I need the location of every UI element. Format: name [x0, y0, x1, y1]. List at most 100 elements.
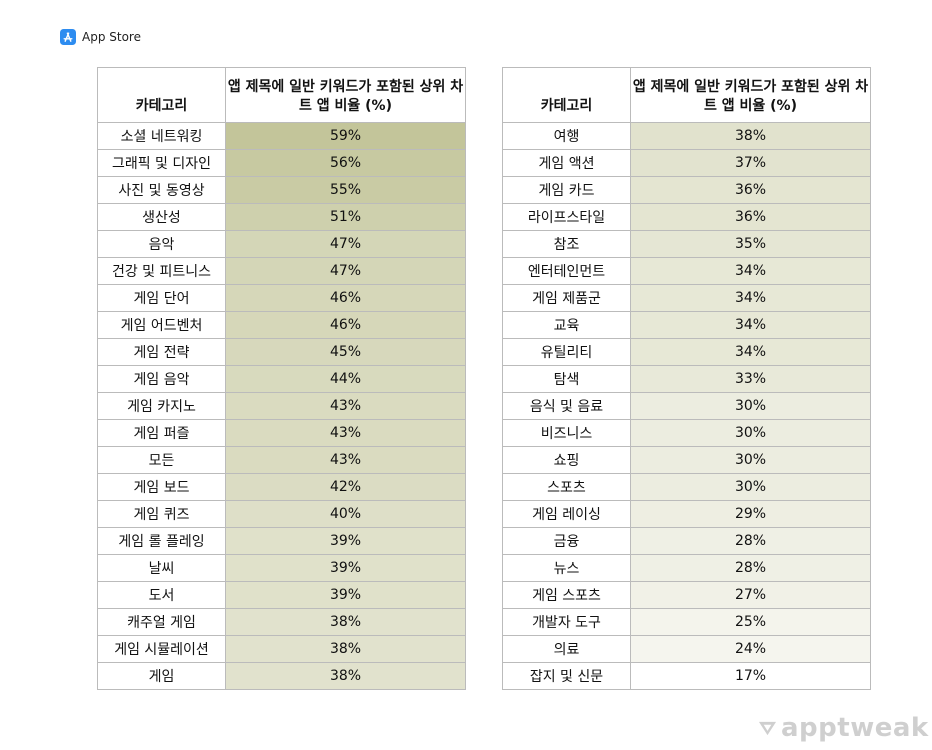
category-cell: 잡지 및 신문 — [502, 662, 631, 690]
table-row: 소셜 네트워킹 59% — [97, 122, 466, 150]
category-cell: 게임 롤 플레잉 — [97, 527, 226, 555]
percentage-cell: 38% — [225, 608, 466, 636]
table-row: 게임 시뮬레이션 38% — [97, 635, 466, 663]
category-cell: 개발자 도구 — [502, 608, 631, 636]
category-cell: 음악 — [97, 230, 226, 258]
table-row: 게임 스포츠 27% — [502, 581, 871, 609]
table-row: 그래픽 및 디자인 56% — [97, 149, 466, 177]
category-cell: 유틸리티 — [502, 338, 631, 366]
column-header-category: 카테고리 — [97, 67, 226, 123]
percentage-cell: 55% — [225, 176, 466, 204]
percentage-cell: 27% — [630, 581, 871, 609]
table-row: 날씨 39% — [97, 554, 466, 582]
table-row: 개발자 도구 25% — [502, 608, 871, 636]
percentage-cell: 56% — [225, 149, 466, 177]
category-cell: 뉴스 — [502, 554, 631, 582]
category-cell: 날씨 — [97, 554, 226, 582]
table-row: 탐색 33% — [502, 365, 871, 393]
table-row: 게임 제품군 34% — [502, 284, 871, 312]
category-cell: 탐색 — [502, 365, 631, 393]
table-row: 잡지 및 신문 17% — [502, 662, 871, 690]
category-cell: 라이프스타일 — [502, 203, 631, 231]
table-row: 교육 34% — [502, 311, 871, 339]
category-cell: 게임 카지노 — [97, 392, 226, 420]
percentage-cell: 44% — [225, 365, 466, 393]
category-cell: 생산성 — [97, 203, 226, 231]
table-row: 게임 퍼즐 43% — [97, 419, 466, 447]
table-row: 게임 단어 46% — [97, 284, 466, 312]
category-cell: 게임 전략 — [97, 338, 226, 366]
category-cell: 그래픽 및 디자인 — [97, 149, 226, 177]
table-row: 게임 음악 44% — [97, 365, 466, 393]
percentage-cell: 47% — [225, 257, 466, 285]
table-row: 게임 액션 37% — [502, 149, 871, 177]
table-row: 유틸리티 34% — [502, 338, 871, 366]
table-row: 비즈니스 30% — [502, 419, 871, 447]
table-row: 사진 및 동영상 55% — [97, 176, 466, 204]
table-row: 게임 롤 플레잉 39% — [97, 527, 466, 555]
percentage-cell: 47% — [225, 230, 466, 258]
percentage-cell: 29% — [630, 500, 871, 528]
column-header-percentage: 앱 제목에 일반 키워드가 포함된 상위 차트 앱 비율 (%) — [630, 67, 871, 123]
category-cell: 게임 — [97, 662, 226, 690]
category-cell: 소셜 네트워킹 — [97, 122, 226, 150]
app-store-label: App Store — [82, 30, 141, 44]
percentage-cell: 46% — [225, 311, 466, 339]
percentage-cell: 38% — [225, 662, 466, 690]
category-cell: 캐주얼 게임 — [97, 608, 226, 636]
percentage-cell: 17% — [630, 662, 871, 690]
percentage-cell: 34% — [630, 338, 871, 366]
percentage-cell: 40% — [225, 500, 466, 528]
column-header-percentage: 앱 제목에 일반 키워드가 포함된 상위 차트 앱 비율 (%) — [225, 67, 466, 123]
apptweak-logo: apptweak — [758, 715, 929, 741]
category-cell: 사진 및 동영상 — [97, 176, 226, 204]
table-row: 게임 카드 36% — [502, 176, 871, 204]
table-row: 모든 43% — [97, 446, 466, 474]
category-cell: 모든 — [97, 446, 226, 474]
category-cell: 게임 음악 — [97, 365, 226, 393]
category-cell: 건강 및 피트니스 — [97, 257, 226, 285]
percentage-cell: 39% — [225, 581, 466, 609]
category-cell: 교육 — [502, 311, 631, 339]
percentage-cell: 25% — [630, 608, 871, 636]
percentage-cell: 34% — [630, 257, 871, 285]
percentage-cell: 46% — [225, 284, 466, 312]
percentage-cell: 33% — [630, 365, 871, 393]
table-body-right: 여행 38% 게임 액션 37% 게임 카드 36% 라이프스타일 36% 참조 35% 엔터테인먼… — [502, 122, 871, 690]
table-row: 게임 퀴즈 40% — [97, 500, 466, 528]
category-cell: 쇼핑 — [502, 446, 631, 474]
category-cell: 엔터테인먼트 — [502, 257, 631, 285]
percentage-cell: 37% — [630, 149, 871, 177]
app-store-header: App Store — [60, 29, 141, 45]
category-cell: 게임 스포츠 — [502, 581, 631, 609]
table-row: 생산성 51% — [97, 203, 466, 231]
percentage-cell: 30% — [630, 392, 871, 420]
category-cell: 비즈니스 — [502, 419, 631, 447]
percentage-cell: 36% — [630, 176, 871, 204]
app-store-icon — [60, 29, 76, 45]
category-cell: 게임 어드벤처 — [97, 311, 226, 339]
category-cell: 게임 퀴즈 — [97, 500, 226, 528]
percentage-cell: 30% — [630, 446, 871, 474]
table-row: 스포츠 30% — [502, 473, 871, 501]
category-cell: 게임 보드 — [97, 473, 226, 501]
table-row: 캐주얼 게임 38% — [97, 608, 466, 636]
category-cell: 여행 — [502, 122, 631, 150]
percentage-cell: 34% — [630, 311, 871, 339]
category-cell: 게임 카드 — [502, 176, 631, 204]
column-header-category: 카테고리 — [502, 67, 631, 123]
percentage-cell: 45% — [225, 338, 466, 366]
percentage-cell: 36% — [630, 203, 871, 231]
percentage-cell: 28% — [630, 527, 871, 555]
table-row: 금융 28% — [502, 527, 871, 555]
table-row: 음식 및 음료 30% — [502, 392, 871, 420]
table-row: 게임 전략 45% — [97, 338, 466, 366]
percentage-cell: 30% — [630, 419, 871, 447]
table-row: 건강 및 피트니스 47% — [97, 257, 466, 285]
category-table-left: 카테고리 앱 제목에 일반 키워드가 포함된 상위 차트 앱 비율 (%) 소셜… — [97, 67, 466, 690]
category-cell: 음식 및 음료 — [502, 392, 631, 420]
category-cell: 스포츠 — [502, 473, 631, 501]
category-cell: 게임 시뮬레이션 — [97, 635, 226, 663]
category-table-right: 카테고리 앱 제목에 일반 키워드가 포함된 상위 차트 앱 비율 (%) 여행… — [502, 67, 871, 690]
category-cell: 게임 단어 — [97, 284, 226, 312]
